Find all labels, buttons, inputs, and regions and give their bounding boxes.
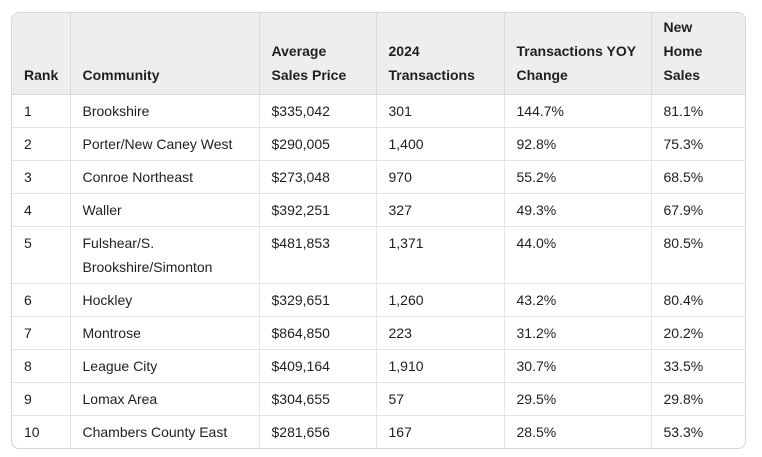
cell-transactions-yoy-change: 92.8% xyxy=(504,127,652,161)
cell-community: Conroe Northeast xyxy=(70,160,260,194)
cell-community: Fulshear/S. Brookshire/Simonton xyxy=(70,226,260,284)
cell-2024-transactions: 327 xyxy=(376,193,505,227)
cell-transactions-yoy-change: 55.2% xyxy=(504,160,652,194)
cell-transactions-yoy-change: 144.7% xyxy=(504,94,652,128)
communities-table: Rank Community Average Sales Price 2024 … xyxy=(12,13,745,448)
table-row: 5 Fulshear/S. Brookshire/Simonton $481,8… xyxy=(12,226,745,284)
cell-transactions-yoy-change: 31.2% xyxy=(504,316,652,350)
cell-new-home-sales: 80.4% xyxy=(651,283,745,317)
cell-transactions-yoy-change: 30.7% xyxy=(504,349,652,383)
cell-transactions-yoy-change: 43.2% xyxy=(504,283,652,317)
header-new-home-sales: New Home Sales xyxy=(651,13,745,95)
communities-table-container: Rank Community Average Sales Price 2024 … xyxy=(11,12,746,449)
cell-2024-transactions: 1,400 xyxy=(376,127,505,161)
cell-new-home-sales: 67.9% xyxy=(651,193,745,227)
table-row: 1 Brookshire $335,042 301 144.7% 81.1% xyxy=(12,94,745,128)
table-row: 4 Waller $392,251 327 49.3% 67.9% xyxy=(12,193,745,227)
cell-community: Waller xyxy=(70,193,260,227)
cell-2024-transactions: 301 xyxy=(376,94,505,128)
cell-transactions-yoy-change: 29.5% xyxy=(504,382,652,416)
cell-rank: 3 xyxy=(12,160,71,194)
cell-community: Chambers County East xyxy=(70,415,260,448)
table-row: 8 League City $409,164 1,910 30.7% 33.5% xyxy=(12,349,745,383)
cell-2024-transactions: 1,260 xyxy=(376,283,505,317)
cell-transactions-yoy-change: 28.5% xyxy=(504,415,652,448)
cell-rank: 5 xyxy=(12,226,71,284)
cell-community: Hockley xyxy=(70,283,260,317)
cell-community: Porter/New Caney West xyxy=(70,127,260,161)
cell-rank: 7 xyxy=(12,316,71,350)
cell-new-home-sales: 53.3% xyxy=(663,423,704,440)
cell-2024-transactions: 57 xyxy=(376,382,505,416)
cell-2024-transactions: 223 xyxy=(376,316,505,350)
cell-rank: 2 xyxy=(12,127,71,161)
cell-average-sales-price: $281,656 xyxy=(259,415,377,448)
cell-transactions-yoy-change: 44.0% xyxy=(504,226,652,284)
table-row: 7 Montrose $864,850 223 31.2% 20.2% xyxy=(12,316,745,350)
cell-2024-transactions: 1,371 xyxy=(376,226,505,284)
cell-2024-transactions: 1,910 xyxy=(376,349,505,383)
cell-new-home-sales: 33.5% xyxy=(651,349,745,383)
cell-average-sales-price: $335,042 xyxy=(259,94,377,128)
header-rank: Rank xyxy=(12,13,71,95)
cell-average-sales-price: $290,005 xyxy=(259,127,377,161)
cell-new-home-sales: 80.5% xyxy=(651,226,745,284)
cell-rank: 10 xyxy=(12,415,71,448)
cell-new-home-sales: 29.8% xyxy=(651,382,745,416)
cell-transactions-yoy-change: 49.3% xyxy=(504,193,652,227)
cell-2024-transactions: 970 xyxy=(376,160,505,194)
cell-new-home-sales: 20.2% xyxy=(651,316,745,350)
table-row: 6 Hockley $329,651 1,260 43.2% 80.4% xyxy=(12,283,745,317)
cell-average-sales-price: $409,164 xyxy=(259,349,377,383)
cell-average-sales-price: $304,655 xyxy=(259,382,377,416)
cell-average-sales-price: $864,850 xyxy=(259,316,377,350)
cell-rank: 9 xyxy=(12,382,71,416)
header-average-sales-price: Average Sales Price xyxy=(259,13,377,95)
header-transactions-yoy-change: Transactions YOY Change xyxy=(504,13,652,95)
cell-average-sales-price: $481,853 xyxy=(259,226,377,284)
table-row: 2 Porter/New Caney West $290,005 1,400 9… xyxy=(12,127,745,161)
header-row: Rank Community Average Sales Price 2024 … xyxy=(12,13,745,95)
cell-community: Brookshire xyxy=(70,94,260,128)
table-row: 10 Chambers County East $281,656 167 28.… xyxy=(12,415,745,448)
cell-new-home-sales: 81.1% xyxy=(651,94,745,128)
cell-community: Montrose xyxy=(70,316,260,350)
cell-rank: 6 xyxy=(12,283,71,317)
cell-new-home-sales: 75.3% xyxy=(651,127,745,161)
cell-rank: 8 xyxy=(12,349,71,383)
header-2024-transactions: 2024 Transactions xyxy=(376,13,505,95)
cell-rank: 4 xyxy=(12,193,71,227)
header-community: Community xyxy=(70,13,260,95)
table-row: 3 Conroe Northeast $273,048 970 55.2% 68… xyxy=(12,160,745,194)
cell-community: League City xyxy=(70,349,260,383)
cell-community: Lomax Area xyxy=(70,382,260,416)
cell-average-sales-price: $273,048 xyxy=(259,160,377,194)
cell-average-sales-price: $392,251 xyxy=(259,193,377,227)
cell-new-home-sales: 68.5% xyxy=(651,160,745,194)
cell-rank: 1 xyxy=(12,94,71,128)
cell-average-sales-price: $329,651 xyxy=(259,283,377,317)
cell-2024-transactions: 167 xyxy=(376,415,505,448)
table-row: 9 Lomax Area $304,655 57 29.5% 29.8% xyxy=(12,382,745,416)
